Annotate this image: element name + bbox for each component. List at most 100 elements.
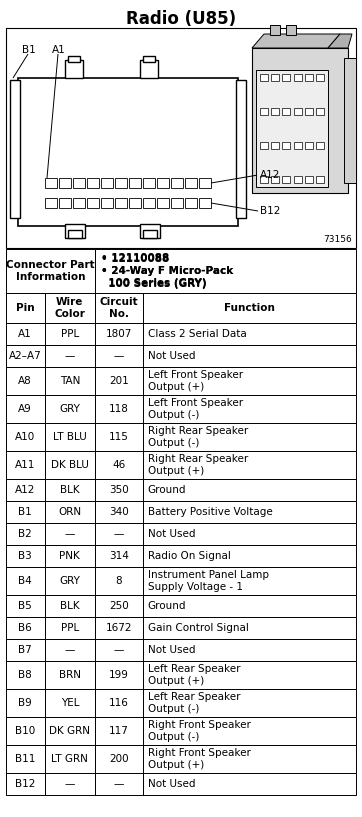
Bar	[171, 178, 183, 188]
Bar	[185, 178, 197, 188]
Bar	[45, 617, 95, 639]
Bar	[6, 28, 356, 248]
Text: 46: 46	[112, 460, 126, 470]
Bar	[45, 689, 95, 717]
Text: B4: B4	[18, 576, 32, 586]
Bar	[143, 293, 356, 323]
Bar	[6, 745, 45, 773]
Text: Instrument Panel Lamp
Supply Voltage - 1: Instrument Panel Lamp Supply Voltage - 1	[147, 570, 269, 592]
Bar	[45, 451, 95, 479]
Text: Wire
Color: Wire Color	[54, 297, 85, 319]
Bar	[10, 80, 20, 218]
Polygon shape	[252, 34, 340, 48]
Bar	[95, 639, 143, 661]
Bar	[68, 230, 82, 238]
Bar	[65, 60, 83, 78]
Bar	[45, 595, 95, 617]
Bar	[143, 479, 356, 501]
Bar	[271, 108, 279, 115]
Bar	[260, 108, 268, 115]
Text: A12: A12	[15, 485, 35, 495]
Bar	[95, 249, 356, 293]
Bar	[143, 501, 356, 523]
Text: —: —	[114, 779, 124, 789]
Bar	[45, 423, 95, 451]
Bar	[73, 198, 85, 208]
Bar	[45, 639, 95, 661]
Bar	[143, 595, 356, 617]
Bar	[18, 78, 238, 226]
Bar	[294, 176, 302, 183]
Text: Not Used: Not Used	[147, 645, 195, 655]
Bar	[6, 249, 95, 293]
Bar	[256, 70, 328, 187]
Text: 8: 8	[115, 576, 122, 586]
Bar	[45, 323, 95, 345]
Text: 201: 201	[109, 376, 129, 386]
Bar	[143, 567, 356, 595]
Bar	[87, 198, 99, 208]
Bar	[140, 224, 160, 238]
Bar	[143, 639, 356, 661]
Text: Radio On Signal: Radio On Signal	[147, 551, 230, 561]
Bar	[286, 25, 296, 35]
Text: Right Front Speaker
Output (-): Right Front Speaker Output (-)	[147, 720, 251, 742]
Bar	[316, 74, 324, 81]
Text: —: —	[65, 529, 75, 539]
Bar	[143, 773, 356, 795]
Bar	[95, 595, 143, 617]
Text: • 12110088
• 24-Way F Micro-Pack
  100 Series (GRY): • 12110088 • 24-Way F Micro-Pack 100 Ser…	[101, 253, 233, 288]
Bar	[282, 176, 290, 183]
Bar	[143, 617, 356, 639]
Text: B5: B5	[18, 601, 32, 611]
Text: Left Rear Speaker
Output (+): Left Rear Speaker Output (+)	[147, 664, 240, 686]
Bar	[294, 108, 302, 115]
Text: Left Front Speaker
Output (+): Left Front Speaker Output (+)	[147, 370, 243, 392]
Text: Radio (U85): Radio (U85)	[126, 10, 236, 28]
Text: A9: A9	[18, 404, 32, 414]
Text: Left Front Speaker
Output (-): Left Front Speaker Output (-)	[147, 398, 243, 420]
Bar	[157, 178, 169, 188]
Bar	[45, 293, 95, 323]
Polygon shape	[328, 34, 352, 48]
Text: B6: B6	[18, 623, 32, 633]
Text: —: —	[65, 779, 75, 789]
Text: A1: A1	[18, 329, 32, 339]
Text: BLK: BLK	[60, 485, 80, 495]
Bar	[6, 717, 45, 745]
Bar	[143, 523, 356, 545]
Bar	[115, 178, 127, 188]
Bar	[95, 689, 143, 717]
Text: TAN: TAN	[60, 376, 80, 386]
Bar	[45, 545, 95, 567]
Text: LT BLU: LT BLU	[53, 432, 87, 442]
Text: B12: B12	[260, 206, 281, 216]
Bar	[65, 224, 85, 238]
Bar	[45, 745, 95, 773]
Bar	[6, 367, 45, 395]
Bar	[95, 745, 143, 773]
Text: 199: 199	[109, 670, 129, 680]
Text: —: —	[65, 645, 75, 655]
Text: —: —	[65, 351, 75, 361]
Text: 314: 314	[109, 551, 129, 561]
Bar	[282, 74, 290, 81]
Bar	[344, 58, 356, 183]
Text: B11: B11	[15, 754, 35, 764]
Bar	[143, 230, 157, 238]
Bar	[95, 661, 143, 689]
Bar	[115, 198, 127, 208]
Bar	[157, 198, 169, 208]
Text: PPL: PPL	[61, 623, 79, 633]
Text: Right Front Speaker
Output (+): Right Front Speaker Output (+)	[147, 748, 251, 770]
Bar	[6, 345, 45, 367]
Bar	[282, 108, 290, 115]
Bar	[6, 617, 45, 639]
Text: B2: B2	[18, 529, 32, 539]
Bar	[143, 198, 155, 208]
Bar	[95, 395, 143, 423]
Bar	[95, 717, 143, 745]
Text: Not Used: Not Used	[147, 351, 195, 361]
Bar	[260, 176, 268, 183]
Bar	[140, 60, 158, 78]
